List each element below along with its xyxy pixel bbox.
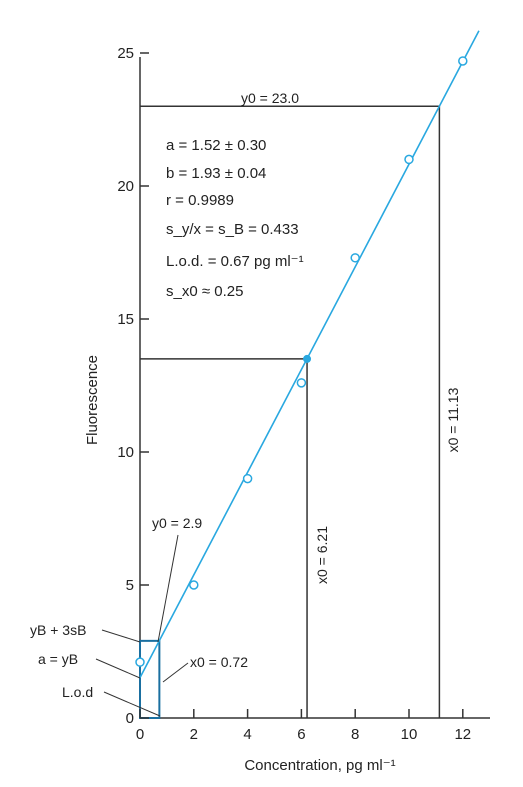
x-axis-title: Concentration, pg ml⁻¹	[244, 757, 395, 774]
data-point	[458, 56, 468, 66]
data-point	[242, 473, 253, 484]
leader-y0-low	[157, 534, 179, 643]
stat-a: a = 1.52 ± 0.30	[166, 137, 266, 154]
data-point	[189, 580, 199, 590]
leader-x0-low	[162, 662, 189, 683]
annotation-yb3sb: yB + 3sB	[30, 622, 86, 638]
annotation-lod: L.o.d	[62, 684, 93, 700]
leader-a-yb	[95, 658, 141, 679]
regression-line	[139, 30, 480, 678]
y-axis-title: Fluorescence	[84, 355, 101, 445]
data-points	[135, 56, 468, 667]
leader-yb3sb	[101, 629, 141, 643]
guide-lines	[139, 105, 441, 719]
stat-sx0: s_x0 ≈ 0.25	[166, 283, 243, 300]
y-tick-label: 10	[117, 444, 134, 461]
x-tick-label: 10	[401, 726, 418, 743]
stats-block: a = 1.52 ± 0.30 b = 1.93 ± 0.04 r = 0.99…	[166, 137, 304, 300]
stat-syx: s_y/x = s_B = 0.433	[166, 221, 299, 238]
y-tick-label: 5	[126, 577, 134, 594]
x-tick-label: 4	[243, 726, 251, 743]
stat-lod: L.o.d. = 0.67 pg ml⁻¹	[166, 253, 304, 270]
data-point	[296, 378, 307, 388]
x0-marker-point	[303, 354, 312, 363]
annotation-y0-top: y0 = 23.0	[241, 90, 299, 106]
data-point	[350, 253, 360, 263]
y-tick-label: 25	[117, 45, 134, 62]
data-point	[135, 657, 145, 667]
y-tick-label: 0	[126, 710, 134, 727]
x-tick-label: 6	[297, 726, 305, 743]
stat-b: b = 1.93 ± 0.04	[166, 165, 266, 182]
x-tick-label: 8	[351, 726, 359, 743]
axis-ticks: 0 5 10 15 20 25 0 2 4 6 8 10 12	[117, 45, 471, 743]
stat-r: r = 0.9989	[166, 192, 234, 209]
annotation-x0-large: x0 = 11.13	[445, 387, 461, 452]
x-tick-label: 2	[190, 726, 198, 743]
lod-box	[139, 639, 161, 719]
leader-lod	[103, 691, 161, 717]
annotation-x0-low: x0 = 0.72	[190, 654, 248, 670]
x-tick-label: 0	[136, 726, 144, 743]
y-tick-label: 15	[117, 311, 134, 328]
data-point	[404, 154, 414, 165]
annotation-y0-low: y0 = 2.9	[152, 515, 202, 531]
x-tick-label: 12	[454, 726, 471, 743]
y-tick-label: 20	[117, 178, 134, 195]
annotation-a-yb: a = yB	[38, 651, 78, 667]
annotation-x0-mid: x0 = 6.21	[314, 526, 330, 584]
fit-line-group	[139, 30, 480, 678]
